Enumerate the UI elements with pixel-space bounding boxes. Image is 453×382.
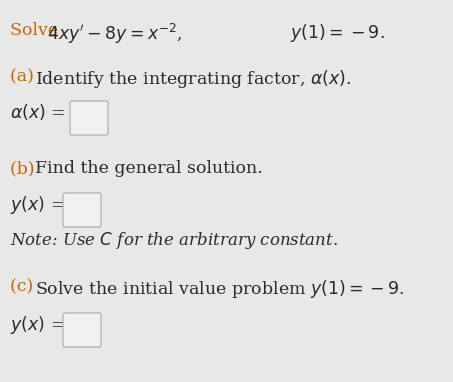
Text: Identify the integrating factor, $\alpha(x)$.: Identify the integrating factor, $\alpha… <box>35 68 352 90</box>
Text: (c): (c) <box>10 278 39 295</box>
Text: Note: Use $C$ for the arbitrary constant.: Note: Use $C$ for the arbitrary constant… <box>10 230 338 251</box>
Text: $\alpha(x)$ =: $\alpha(x)$ = <box>10 102 66 122</box>
Text: (b): (b) <box>10 160 40 177</box>
Text: (a): (a) <box>10 68 39 85</box>
Text: Find the general solution.: Find the general solution. <box>35 160 263 177</box>
Text: Solve the initial value problem $y(1) = -9$.: Solve the initial value problem $y(1) = … <box>35 278 405 300</box>
FancyBboxPatch shape <box>63 193 101 227</box>
Text: $y(1) = -9$.: $y(1) = -9$. <box>290 22 385 44</box>
Text: $4xy' - 8y = x^{-2}$,: $4xy' - 8y = x^{-2}$, <box>47 22 183 46</box>
Text: $y(x)$ =: $y(x)$ = <box>10 314 65 336</box>
Text: $y(x)$ =: $y(x)$ = <box>10 194 65 216</box>
FancyBboxPatch shape <box>63 313 101 347</box>
Text: Solve: Solve <box>10 22 63 39</box>
FancyBboxPatch shape <box>70 101 108 135</box>
